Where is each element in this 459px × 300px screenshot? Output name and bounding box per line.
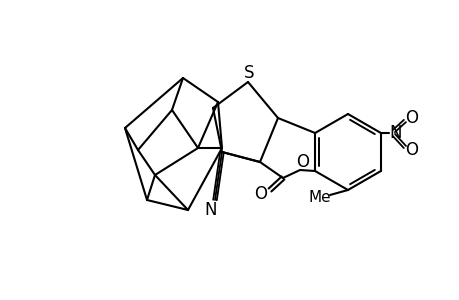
Text: O: O bbox=[254, 185, 267, 203]
Text: S: S bbox=[243, 64, 254, 82]
Text: O: O bbox=[404, 109, 418, 127]
Text: Me: Me bbox=[308, 190, 330, 205]
Text: O: O bbox=[296, 153, 309, 171]
Text: N: N bbox=[204, 201, 217, 219]
Text: O: O bbox=[404, 141, 418, 159]
Text: N: N bbox=[389, 124, 401, 142]
